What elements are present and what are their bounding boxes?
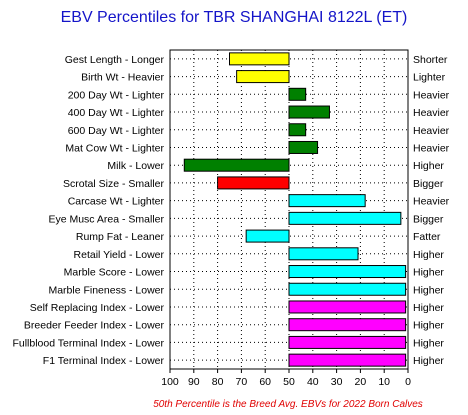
bar — [229, 52, 290, 66]
bar — [288, 282, 407, 296]
left-trait-label: Marble Score - Lower — [64, 267, 165, 279]
left-trait-label: Rump Fat - Leaner — [76, 231, 165, 243]
bar — [288, 211, 402, 225]
left-trait-label: Mat Cow Wt - Lighter — [65, 142, 164, 154]
right-direction-label: Heavier — [413, 125, 450, 137]
left-trait-label: Breeder Feeder Index - Lower — [24, 320, 165, 332]
right-direction-label: Higher — [413, 355, 444, 367]
left-trait-label: 400 Day Wt - Lighter — [68, 107, 165, 119]
left-trait-labels: Gest Length - Longer Birth Wt - Heavier 20… — [12, 54, 164, 367]
left-trait-label: Milk - Lower — [107, 160, 164, 172]
x-tick-label: 40 — [307, 376, 319, 388]
x-tick-label: 0 — [405, 376, 411, 388]
chart-title: EBV Percentiles for TBR SHANGHAI 8122L (… — [61, 9, 408, 26]
x-tick-label: 30 — [331, 376, 343, 388]
right-direction-label: Fatter — [413, 231, 441, 243]
bar — [288, 353, 407, 367]
right-direction-label: Bigger — [413, 178, 444, 190]
x-tick-label: 90 — [188, 376, 200, 388]
left-trait-label: 600 Day Wt - Lighter — [68, 125, 165, 137]
chart-footnote: 50th Percentile is the Breed Avg. EBVs f… — [153, 399, 423, 410]
left-trait-label: 200 Day Wt - Lighter — [68, 89, 165, 101]
left-trait-label: F1 Terminal Index - Lower — [43, 355, 165, 367]
x-tick-label: 80 — [212, 376, 224, 388]
right-direction-label: Heavier — [413, 196, 450, 208]
bar — [288, 105, 330, 119]
bar — [236, 70, 290, 84]
bar — [288, 140, 319, 154]
x-tick-label: 100 — [161, 376, 179, 388]
left-trait-label: Gest Length - Longer — [65, 54, 165, 66]
right-direction-label: Higher — [413, 284, 444, 296]
x-tick-label: 60 — [259, 376, 271, 388]
right-direction-label: Bigger — [413, 213, 444, 225]
bar — [288, 123, 307, 137]
bar — [183, 158, 290, 172]
bar — [288, 194, 366, 208]
left-trait-label: Self Replacing Index - Lower — [30, 302, 165, 314]
x-tick-label: 70 — [236, 376, 248, 388]
bar — [288, 247, 359, 261]
bar — [288, 87, 307, 101]
left-trait-label: Birth Wt - Heavier — [81, 72, 164, 84]
right-direction-labels: Shorter Lighter Heavier Heavier Heavier Heavi… — [413, 54, 450, 367]
right-direction-label: Heavier — [413, 107, 450, 119]
bar — [288, 335, 407, 349]
bar — [288, 318, 407, 332]
right-direction-label: Heavier — [413, 142, 450, 154]
right-direction-label: Higher — [413, 302, 444, 314]
left-trait-label: Fullblood Terminal Index - Lower — [12, 337, 164, 349]
left-trait-label: Retail Yield - Lower — [74, 249, 165, 261]
right-direction-label: Heavier — [413, 89, 450, 101]
right-direction-label: Shorter — [413, 54, 448, 66]
bar — [288, 300, 407, 314]
left-trait-label: Carcase Wt - Lighter — [68, 196, 165, 208]
x-tick-label: 50 — [283, 376, 295, 388]
right-direction-label: Higher — [413, 267, 444, 279]
right-direction-label: Higher — [413, 249, 444, 261]
x-tick-label: 10 — [378, 376, 390, 388]
bar — [245, 229, 290, 243]
bar — [217, 176, 290, 190]
bar — [288, 265, 407, 279]
bars — [183, 52, 407, 367]
right-direction-label: Higher — [413, 320, 444, 332]
left-trait-label: Marble Fineness - Lower — [48, 284, 164, 296]
right-direction-label: Lighter — [413, 72, 446, 84]
right-direction-label: Higher — [413, 160, 444, 172]
x-axis-ticks: 100 90 80 70 60 50 40 30 20 10 0 — [161, 369, 411, 388]
left-trait-label: Eye Musc Area - Smaller — [48, 213, 164, 225]
x-tick-label: 20 — [355, 376, 367, 388]
right-direction-label: Higher — [413, 337, 444, 349]
left-trait-label: Scrotal Size - Smaller — [63, 178, 164, 190]
